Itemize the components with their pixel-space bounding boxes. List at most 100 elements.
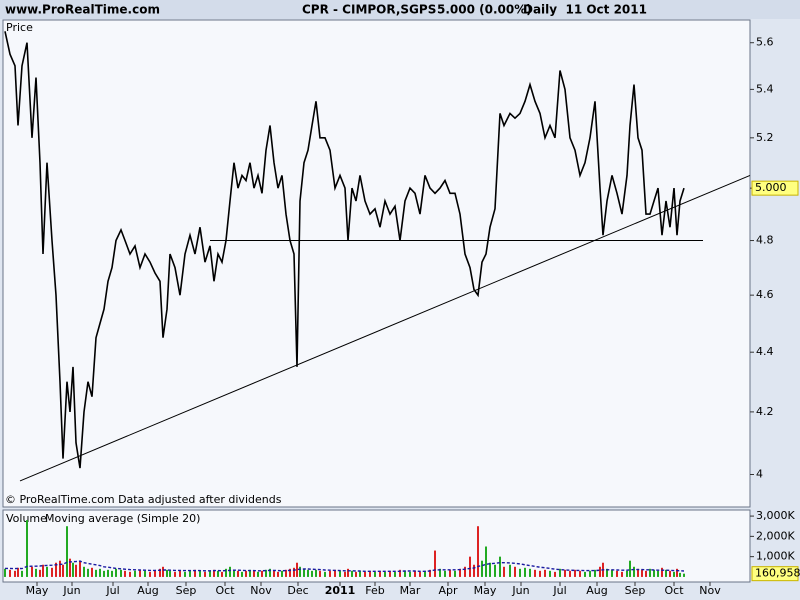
volume-bar xyxy=(389,570,391,577)
volume-bar xyxy=(241,571,243,577)
volume-bar xyxy=(669,570,671,577)
volume-bar xyxy=(174,571,176,577)
volume-bar xyxy=(611,569,613,577)
x-tick-label: Dec xyxy=(287,584,308,597)
volume-bar xyxy=(379,570,381,577)
volume-bar xyxy=(21,570,23,577)
y-tick-label: 5.2 xyxy=(756,131,774,144)
volume-bar xyxy=(374,571,376,577)
y-tick-label: 3,000K xyxy=(756,509,795,522)
volume-bar xyxy=(569,570,571,577)
volume-bar xyxy=(645,570,647,577)
site-name[interactable]: www.ProRealTime.com xyxy=(5,3,160,17)
volume-bar xyxy=(529,568,531,577)
volume-bar xyxy=(444,570,446,577)
volume-bar xyxy=(364,571,366,577)
volume-bar xyxy=(485,546,487,577)
volume-bar xyxy=(355,571,357,577)
volume-bar xyxy=(524,567,526,577)
volume-bar xyxy=(661,567,663,577)
volume-bar xyxy=(404,570,406,577)
volume-bar xyxy=(633,566,635,577)
volume-bar xyxy=(204,571,206,577)
volume-bar xyxy=(579,570,581,577)
volume-bar xyxy=(429,569,431,577)
volume-bar xyxy=(339,570,341,577)
volume-bar xyxy=(83,566,85,577)
volume-bar xyxy=(665,569,667,577)
volume-bar xyxy=(293,567,295,577)
volume-bar xyxy=(424,570,426,577)
y-tick-label: 4.4 xyxy=(756,345,774,358)
volume-bar xyxy=(549,570,551,577)
volume-bar xyxy=(559,568,561,577)
volume-bar xyxy=(459,568,461,577)
volume-bar xyxy=(419,571,421,577)
volume-bar xyxy=(399,569,401,577)
volume-bar xyxy=(285,569,287,577)
volume-bar xyxy=(189,570,191,577)
volume-bar xyxy=(334,569,336,577)
x-tick-label: Sep xyxy=(176,584,197,597)
volume-bar xyxy=(103,570,105,577)
y-tick-label: 4 xyxy=(756,468,763,481)
volume-bar xyxy=(87,568,89,577)
volume-bar xyxy=(626,570,628,577)
volume-bar xyxy=(273,570,275,577)
last-value-box xyxy=(751,180,799,196)
volume-bar xyxy=(519,568,521,577)
volume-bar xyxy=(169,570,171,577)
volume-bar xyxy=(299,566,301,577)
y-tick-label: 5.6 xyxy=(756,36,774,49)
y-tick-label: 4.6 xyxy=(756,288,774,301)
volume-bar xyxy=(265,569,267,577)
quote: 5.000 (0.00%) xyxy=(437,3,532,17)
x-tick-label: Aug xyxy=(586,584,607,597)
volume-bar xyxy=(237,570,239,577)
volume-bar xyxy=(269,568,271,577)
volume-bar xyxy=(539,570,541,577)
x-tick-label: May xyxy=(474,584,497,597)
y-tick-label: 4.2 xyxy=(756,405,774,418)
x-tick-label: Aug xyxy=(137,584,158,597)
volume-bar xyxy=(439,568,441,577)
volume-bar xyxy=(139,569,141,577)
volume-bar xyxy=(351,570,353,577)
x-tick-label: Oct xyxy=(664,584,684,597)
instrument: CPR - CIMPOR,SGPS xyxy=(302,3,436,17)
volume-bar xyxy=(75,564,77,577)
volume-bar xyxy=(679,572,681,577)
volume-bar xyxy=(616,570,618,577)
x-tick-label: May xyxy=(26,584,49,597)
volume-bar xyxy=(469,556,471,577)
price-panel xyxy=(2,19,751,508)
volume-bar xyxy=(394,571,396,577)
volume-bar xyxy=(99,568,101,577)
volume-bar xyxy=(217,570,219,577)
volume-bar xyxy=(649,568,651,577)
volume-bar xyxy=(599,566,601,577)
volume-bar xyxy=(319,570,321,577)
volume-bar xyxy=(514,566,516,577)
volume-bar xyxy=(329,570,331,577)
volume-bar xyxy=(473,564,475,577)
volume-bar xyxy=(454,570,456,577)
x-tick-label: Oct xyxy=(215,584,235,597)
volume-bar xyxy=(676,568,678,577)
price-label: Price xyxy=(6,21,33,34)
y-tick-label: 4.8 xyxy=(756,234,774,247)
volume-bar xyxy=(544,569,546,577)
volume-bar xyxy=(277,571,279,577)
volume-bar xyxy=(344,571,346,577)
volume-bar xyxy=(606,568,608,577)
price-line xyxy=(4,31,685,469)
volume-bar xyxy=(179,570,181,577)
volume-bar xyxy=(4,568,6,577)
last-value-box xyxy=(751,566,799,582)
volume-bar xyxy=(55,562,57,577)
x-tick-label: Nov xyxy=(250,584,272,597)
volume-bar xyxy=(629,560,631,577)
volume-bar xyxy=(120,569,122,577)
volume-bar xyxy=(503,566,505,577)
volume-bar xyxy=(347,568,349,577)
